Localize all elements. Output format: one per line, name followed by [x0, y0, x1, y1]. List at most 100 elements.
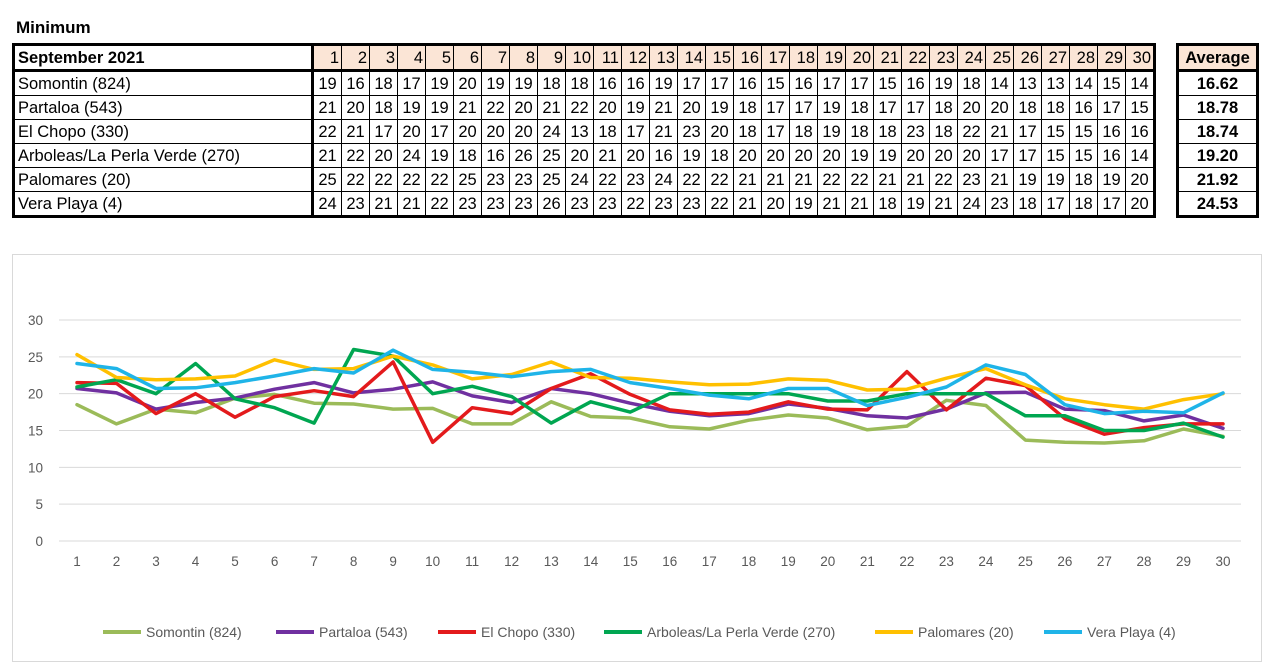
table-cell: 20 — [565, 143, 594, 168]
table-cell: 19 — [873, 143, 902, 168]
day-header: 30 — [1125, 44, 1155, 72]
table-cell: 23 — [565, 191, 594, 217]
table-cell: 23 — [453, 191, 482, 217]
table-cell: 19 — [481, 70, 510, 96]
table-cell: 22 — [621, 191, 650, 217]
table-cell: 18 — [929, 119, 958, 144]
table-cell: 23 — [677, 119, 706, 144]
table-cell: 17 — [817, 70, 846, 96]
series-line — [75, 392, 1225, 445]
day-header: 26 — [1013, 44, 1042, 72]
table-cell: 20 — [621, 143, 650, 168]
table-cell: 18 — [789, 119, 818, 144]
average-value: 19.20 — [1177, 143, 1258, 168]
table-cell: 16 — [481, 143, 510, 168]
table-cell: 23 — [957, 167, 986, 192]
day-header: 11 — [593, 44, 622, 72]
table-cell: 20 — [817, 143, 846, 168]
x-tick-label: 12 — [504, 554, 519, 569]
day-header: 28 — [1069, 44, 1098, 72]
table-cell: 18 — [929, 95, 958, 120]
table-cell: 17 — [789, 95, 818, 120]
table-cell: 19 — [817, 95, 846, 120]
x-tick-label: 20 — [820, 554, 835, 569]
table-cell: 13 — [565, 119, 594, 144]
table-cell: 21 — [649, 95, 678, 120]
table-cell: 22 — [705, 167, 734, 192]
table-cell: 19 — [817, 119, 846, 144]
x-tick-label: 21 — [860, 554, 875, 569]
station-name: Arboleas/La Perla Verde (270) — [13, 143, 314, 168]
legend-label: Arboleas/La Perla Verde (270) — [647, 624, 835, 640]
table-cell: 22 — [312, 119, 342, 144]
series-line — [75, 352, 1225, 411]
table-cell: 21 — [537, 95, 566, 120]
table-cell: 19 — [397, 95, 426, 120]
table-cell: 16 — [1097, 143, 1126, 168]
table-cell: 21 — [789, 167, 818, 192]
table-row: Palomares (20) 25 22 22 22 22 25 23 23 25 24 22 23 24… — [13, 167, 1155, 192]
table-cell: 19 — [705, 95, 734, 120]
day-header: 12 — [621, 44, 650, 72]
table-cell: 17 — [761, 119, 790, 144]
table-cell: 16 — [593, 70, 622, 96]
day-header: 16 — [733, 44, 762, 72]
table-cell: 15 — [873, 70, 902, 96]
table-cell: 23 — [649, 191, 678, 217]
legend-label: Partaloa (543) — [319, 624, 408, 640]
x-tick-label: 26 — [1057, 554, 1072, 569]
table-row: Somontin (824) 19 16 18 17 19 20 19 19 18 18 16 16 19… — [13, 70, 1155, 96]
table-cell: 18 — [873, 191, 902, 217]
x-tick-label: 3 — [152, 554, 160, 569]
table-cell: 20 — [593, 95, 622, 120]
table-cell: 23 — [481, 191, 510, 217]
table-cell: 21 — [985, 167, 1014, 192]
table-cell: 16 — [1125, 119, 1155, 144]
table-cell: 15 — [1125, 95, 1155, 120]
table-cell: 22 — [593, 167, 622, 192]
table-cell: 21 — [733, 191, 762, 217]
table-cell: 23 — [481, 167, 510, 192]
table-cell: 24 — [397, 143, 426, 168]
table-cell: 21 — [985, 119, 1014, 144]
table-cell: 16 — [1069, 95, 1098, 120]
station-name: Vera Playa (4) — [13, 191, 314, 217]
day-header: 10 — [565, 44, 594, 72]
table-cell: 16 — [341, 70, 370, 96]
table-cell: 22 — [929, 167, 958, 192]
table-cell: 20 — [733, 143, 762, 168]
table-cell: 24 — [649, 167, 678, 192]
table-cell: 22 — [369, 167, 398, 192]
table-cell: 17 — [901, 95, 930, 120]
table-cell: 24 — [312, 191, 342, 217]
day-header: 4 — [397, 44, 426, 72]
day-header: 21 — [873, 44, 902, 72]
table-cell: 17 — [705, 70, 734, 96]
table-cell: 20 — [397, 119, 426, 144]
table-cell: 17 — [1013, 143, 1042, 168]
y-tick-label: 25 — [28, 350, 43, 365]
table-cell: 17 — [621, 119, 650, 144]
table-cell: 18 — [957, 70, 986, 96]
table-cell: 20 — [481, 119, 510, 144]
table-cell: 19 — [312, 70, 342, 96]
table-cell: 21 — [649, 119, 678, 144]
x-tick-label: 15 — [623, 554, 638, 569]
table-cell: 21 — [453, 95, 482, 120]
table-cell: 13 — [1013, 70, 1042, 96]
table-cell: 18 — [1041, 95, 1070, 120]
table-cell: 21 — [873, 167, 902, 192]
table-cell: 21 — [761, 167, 790, 192]
day-header: 7 — [481, 44, 510, 72]
table-cell: 20 — [957, 143, 986, 168]
table-cell: 22 — [565, 95, 594, 120]
station-name: Partaloa (543) — [13, 95, 314, 120]
x-tick-label: 6 — [271, 554, 279, 569]
table-cell: 20 — [789, 143, 818, 168]
table-cell: 17 — [677, 70, 706, 96]
table-cell: 15 — [1041, 143, 1070, 168]
table-cell: 13 — [1041, 70, 1070, 96]
table-cell: 18 — [733, 95, 762, 120]
average-value: 21.92 — [1177, 167, 1258, 192]
